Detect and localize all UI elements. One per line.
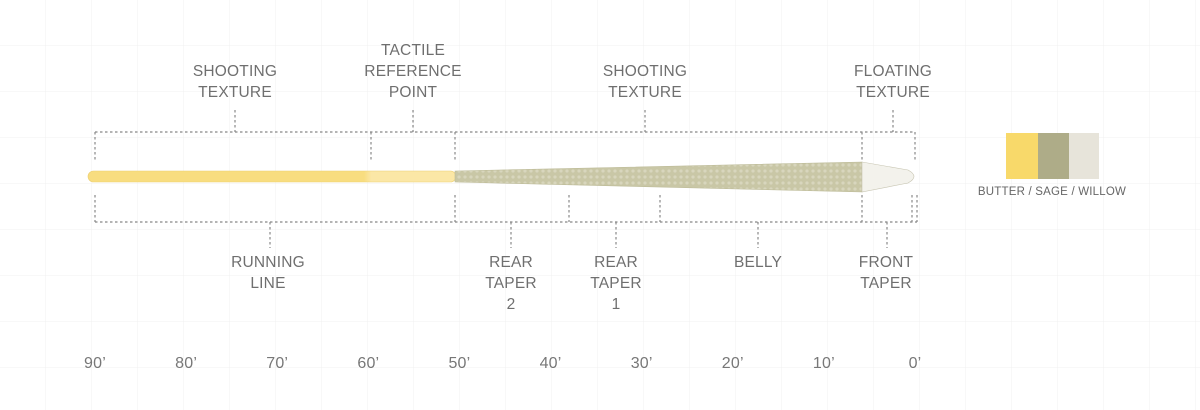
top-label: POINT <box>389 84 438 101</box>
bottom-label: RUNNING <box>231 254 305 271</box>
top-label: TEXTURE <box>856 84 930 101</box>
scale-label: 10’ <box>813 355 835 372</box>
top-label: TEXTURE <box>608 84 682 101</box>
top-label: TEXTURE <box>198 84 272 101</box>
sage-swatch <box>1038 133 1069 179</box>
scale-label: 80’ <box>175 355 197 372</box>
bottom-label: TAPER <box>590 275 642 292</box>
butter-swatch <box>1006 133 1038 179</box>
bottom-label: 1 <box>612 296 621 313</box>
running-line <box>87 170 457 183</box>
front-taper <box>861 161 915 193</box>
scale-label: 20’ <box>722 355 744 372</box>
bottom-label: REAR <box>594 254 638 271</box>
top-label: SHOOTING <box>603 63 687 80</box>
bottom-label: BELLY <box>734 254 782 271</box>
bottom-label: TAPER <box>860 275 912 292</box>
top-brackets <box>94 110 916 160</box>
scale-label: 60’ <box>357 355 379 372</box>
scale-label: 50’ <box>448 355 470 372</box>
scale-label: 30’ <box>631 355 653 372</box>
legend-label: BUTTER / SAGE / WILLOW <box>978 186 1126 198</box>
scale-label: 90’ <box>84 355 106 372</box>
top-label: TACTILE <box>381 42 445 59</box>
scale-label: 70’ <box>266 355 288 372</box>
scale-label: 0’ <box>909 355 922 372</box>
willow-swatch <box>1069 133 1099 179</box>
bottom-label: LINE <box>250 275 285 292</box>
bottom-label: 2 <box>507 296 516 313</box>
bottom-label: REAR <box>489 254 533 271</box>
top-label: SHOOTING <box>193 63 277 80</box>
bottom-label: TAPER <box>485 275 537 292</box>
bottom-label: FRONT <box>859 254 914 271</box>
scale-label: 40’ <box>540 355 562 372</box>
color-legend: BUTTER / SAGE / WILLOW <box>978 133 1126 198</box>
fly-line <box>87 161 915 193</box>
top-label: REFERENCE <box>364 63 461 80</box>
top-label: FLOATING <box>854 63 932 80</box>
bottom-brackets <box>94 195 918 248</box>
